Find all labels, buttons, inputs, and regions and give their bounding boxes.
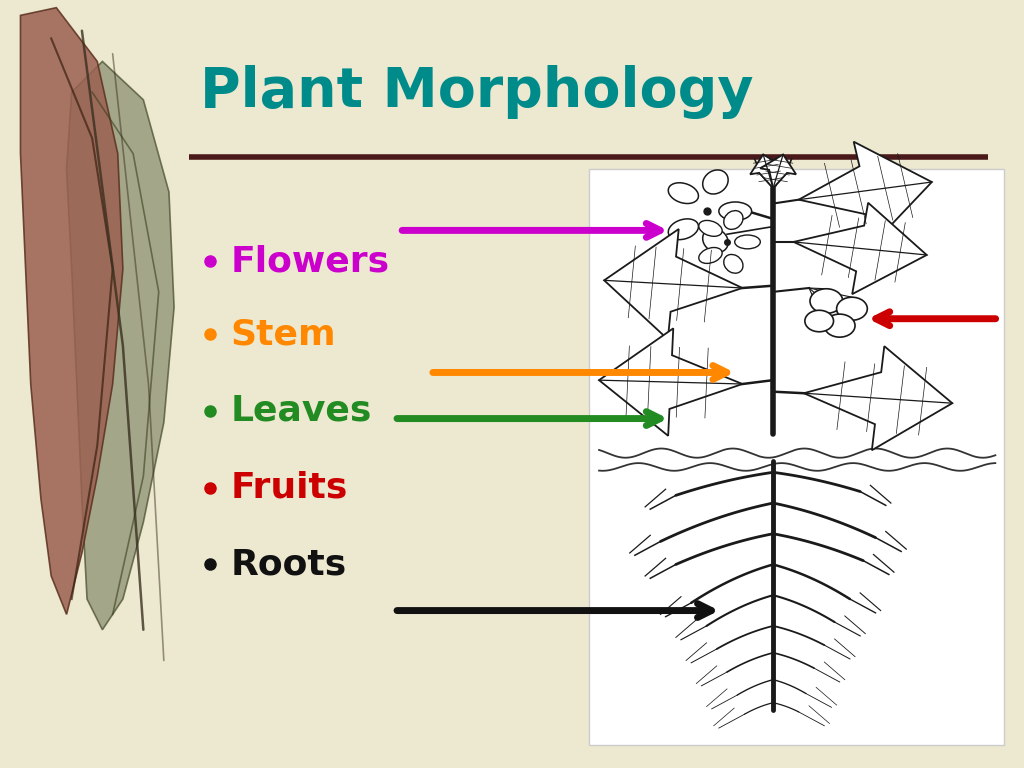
Polygon shape: [794, 203, 927, 294]
Circle shape: [824, 314, 855, 337]
Ellipse shape: [724, 210, 743, 230]
Text: Flowers: Flowers: [230, 244, 389, 278]
Polygon shape: [751, 154, 786, 188]
Ellipse shape: [698, 220, 722, 237]
Ellipse shape: [735, 235, 760, 249]
Polygon shape: [604, 229, 742, 339]
Polygon shape: [760, 154, 796, 188]
Text: Fruits: Fruits: [230, 471, 348, 505]
Circle shape: [837, 297, 867, 320]
Polygon shape: [799, 141, 932, 240]
Text: Roots: Roots: [230, 548, 347, 581]
Ellipse shape: [724, 254, 743, 273]
Ellipse shape: [702, 170, 728, 194]
Ellipse shape: [719, 202, 752, 220]
Ellipse shape: [702, 228, 728, 253]
Bar: [589, 169, 1004, 745]
Text: Plant Morphology: Plant Morphology: [200, 65, 754, 119]
Text: Leaves: Leaves: [230, 394, 372, 428]
Polygon shape: [67, 61, 174, 630]
Ellipse shape: [669, 183, 698, 204]
Text: Stem: Stem: [230, 317, 336, 351]
Circle shape: [810, 289, 843, 313]
Ellipse shape: [669, 219, 698, 240]
Circle shape: [805, 310, 834, 332]
Ellipse shape: [698, 247, 722, 263]
Polygon shape: [804, 346, 952, 450]
Polygon shape: [20, 8, 123, 614]
Polygon shape: [599, 329, 742, 435]
